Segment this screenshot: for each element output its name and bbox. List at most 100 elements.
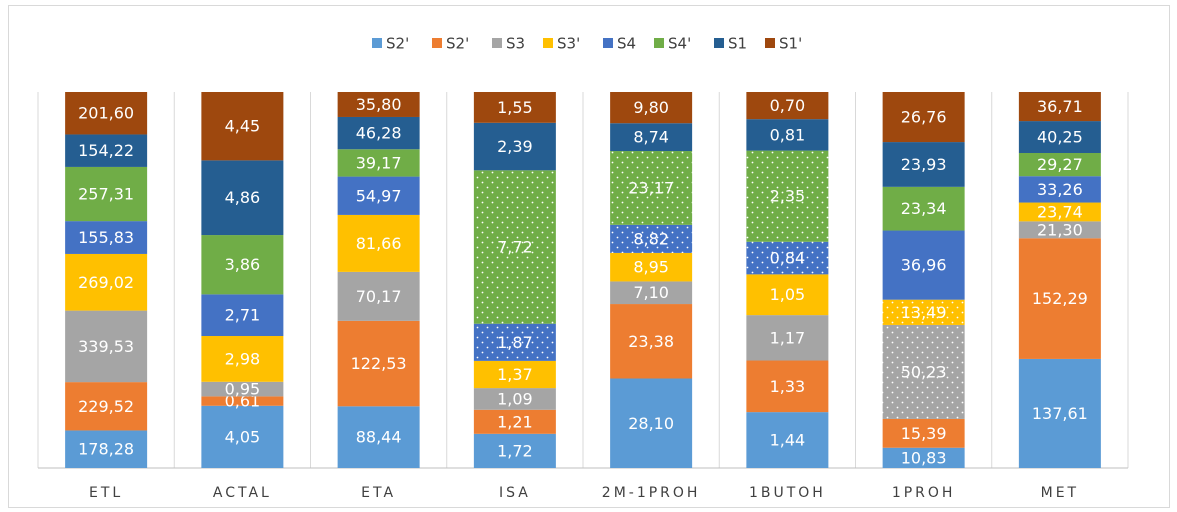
data-label: 13,49 — [901, 303, 947, 322]
data-label: 40,25 — [1037, 128, 1083, 147]
x-tick-label: 2M-1PROH — [602, 485, 701, 501]
legend-swatch — [654, 38, 664, 48]
bar-segment — [746, 241, 829, 275]
data-label: 1,21 — [497, 412, 533, 431]
x-tick-label: ISA — [499, 485, 531, 501]
bar-segment — [65, 166, 148, 222]
bar-segment — [882, 324, 965, 419]
bar-segment — [746, 315, 829, 361]
bar-segment — [882, 418, 965, 448]
bar-segment — [1018, 92, 1101, 122]
data-label: 4,45 — [225, 117, 261, 136]
bar-segment — [1018, 121, 1101, 153]
data-label: 29,27 — [1037, 155, 1083, 174]
bar-segment — [1018, 152, 1101, 177]
bar-segment — [746, 150, 829, 242]
data-label: 54,97 — [356, 186, 402, 205]
bar-segment — [473, 388, 556, 410]
bar-segment — [610, 92, 693, 124]
data-label: 33,26 — [1037, 180, 1083, 199]
bar-segment — [610, 123, 693, 152]
data-label: 39,17 — [356, 153, 402, 172]
data-label: 3,86 — [225, 255, 261, 274]
bar-segment — [473, 409, 556, 434]
bar-segment — [610, 224, 693, 253]
data-label: 0,70 — [770, 96, 806, 115]
data-label: 23,74 — [1037, 202, 1083, 221]
data-label: 1,33 — [770, 377, 806, 396]
data-label: 9,80 — [633, 98, 669, 117]
bar-segment — [610, 378, 693, 468]
bar-segment — [882, 447, 965, 468]
bar-segment — [882, 230, 965, 300]
bar-segment — [473, 122, 556, 171]
bar-segment — [473, 323, 556, 361]
bar-segment — [473, 360, 556, 389]
data-label: 4,86 — [225, 188, 261, 207]
legend-swatch — [714, 38, 724, 48]
chart-border — [8, 5, 1170, 508]
legend-swatch — [372, 38, 382, 48]
bar-segment — [201, 160, 284, 236]
data-label: 1,87 — [497, 333, 533, 352]
data-label: 4,05 — [225, 427, 261, 446]
bar-segment — [746, 274, 829, 316]
data-label: 201,60 — [78, 104, 134, 123]
bar-segment — [1018, 202, 1101, 222]
data-label: 15,39 — [901, 424, 947, 443]
legend-swatch — [492, 38, 502, 48]
data-label: 1,55 — [497, 98, 533, 117]
bar-segment — [746, 119, 829, 151]
bar-segment — [337, 92, 420, 117]
bar-segment — [201, 92, 284, 161]
bar-segment — [337, 116, 420, 150]
bar-segment — [337, 271, 420, 321]
bar-segment — [201, 381, 284, 397]
bar-segment — [65, 134, 148, 167]
data-label: 229,52 — [78, 397, 134, 416]
bar-segment — [337, 320, 420, 407]
x-tick-label: 1PROH — [892, 485, 956, 501]
bar-segment — [473, 433, 556, 468]
x-tick-label: MET — [1041, 485, 1079, 501]
bar-segment — [337, 214, 420, 272]
bar-segment — [610, 304, 693, 379]
bar-segment — [1018, 176, 1101, 203]
bar-segment — [473, 170, 556, 324]
bar-segment — [746, 360, 829, 413]
x-tick-label: ACTAL — [213, 485, 272, 501]
data-label: 23,93 — [901, 155, 947, 174]
bar-segment — [1018, 238, 1101, 359]
bar-segment — [473, 92, 556, 123]
data-label: 1,72 — [497, 441, 533, 460]
bar-segment — [337, 176, 420, 215]
legend-label: S2' — [446, 35, 469, 53]
bar-segment — [201, 336, 284, 382]
bar-segment — [201, 294, 284, 337]
legend-label: S1' — [779, 35, 802, 53]
bar-segment — [882, 299, 965, 325]
bar-segment — [610, 281, 693, 305]
data-label: 21,30 — [1037, 220, 1083, 239]
data-label: 152,29 — [1032, 289, 1088, 308]
bar-segment — [882, 92, 965, 143]
data-label: 8,74 — [633, 128, 669, 147]
bar-segment — [610, 151, 693, 225]
data-label: 8,82 — [633, 229, 669, 248]
bar-segment — [201, 396, 284, 406]
bar-segment — [65, 310, 148, 383]
data-label: 122,53 — [351, 354, 407, 373]
bar-segment — [337, 406, 420, 468]
data-label: 339,53 — [78, 337, 134, 356]
data-label: 1,05 — [770, 285, 806, 304]
data-label: 23,34 — [901, 199, 947, 218]
bar-segment — [65, 382, 148, 431]
bar-segment — [65, 221, 148, 254]
data-label: 154,22 — [78, 141, 134, 160]
data-label: 10,83 — [901, 448, 947, 467]
data-label: 155,83 — [78, 228, 134, 247]
bar-segment — [746, 412, 829, 468]
data-label: 26,76 — [901, 108, 947, 127]
data-label: 50,23 — [901, 362, 947, 381]
data-label: 0,81 — [770, 125, 806, 144]
